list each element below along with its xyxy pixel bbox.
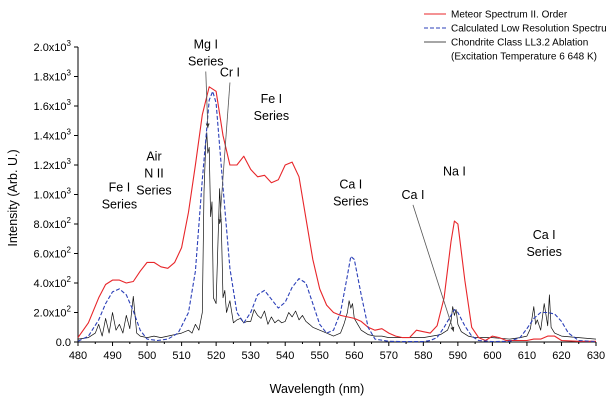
series-line-2 bbox=[77, 132, 597, 340]
y-tick-label: 2.0x102 bbox=[34, 305, 72, 320]
y-tick-label: 1.2x103 bbox=[34, 157, 72, 172]
x-tick-label: 580 bbox=[414, 350, 432, 362]
x-tick-label: 510 bbox=[172, 350, 190, 362]
x-tick-label: 530 bbox=[241, 350, 259, 362]
series-line-0 bbox=[77, 86, 596, 342]
x-axis-ticks: 480 490 500 510 520 530 540 550 560 570 580 590 600 6… bbox=[69, 342, 605, 362]
annotation-arrowhead bbox=[217, 219, 222, 224]
x-tick-label: 610 bbox=[518, 350, 536, 362]
annotation-label: Air N II Series bbox=[136, 150, 171, 198]
x-tick-label: 630 bbox=[587, 350, 605, 362]
x-tick-label: 540 bbox=[276, 350, 294, 362]
y-tick-label: 2.0x103 bbox=[34, 39, 72, 54]
y-tick-label: 1.8x103 bbox=[34, 69, 72, 84]
legend-label: Chondrite Class LL3.2 Ablation bbox=[451, 38, 588, 49]
x-axis-title: Wavelength (nm) bbox=[270, 382, 365, 396]
x-tick-label: 550 bbox=[311, 350, 329, 362]
y-tick-label: 1.0x103 bbox=[34, 187, 72, 202]
legend-note: (Excitation Temperature 6 648 K) bbox=[451, 52, 597, 63]
y-tick-label: 1.6x103 bbox=[34, 98, 72, 113]
annotation-label: Ca I Series bbox=[333, 178, 368, 209]
y-tick-label: 6.0x102 bbox=[34, 246, 72, 261]
y-axis-ticks: 0.0 2.0x102 4.0x102 6.0x102 8.0x102 1.0x103 1.… bbox=[34, 39, 78, 349]
y-axis-title: Intensity (Arb. U.) bbox=[6, 149, 20, 246]
annotation-arrow bbox=[205, 71, 209, 129]
y-tick-label: 4.0x102 bbox=[34, 275, 72, 290]
annotation-label: Mg I Series bbox=[188, 37, 223, 68]
y-tick-label: 8.0x102 bbox=[34, 216, 72, 231]
x-tick-label: 490 bbox=[103, 350, 121, 362]
annotation-arrowhead bbox=[205, 123, 210, 129]
annotation-arrow bbox=[412, 204, 455, 332]
annotation-label: Fe I Series bbox=[102, 181, 137, 212]
x-tick-label: 520 bbox=[207, 350, 225, 362]
legend-label: Meteor Spectrum II. Order bbox=[451, 10, 568, 21]
x-tick-label: 560 bbox=[345, 350, 363, 362]
x-tick-label: 600 bbox=[483, 350, 501, 362]
annotation-label: Cr I bbox=[220, 66, 240, 80]
legend-label: Calculated Low Resolution Spectrum bbox=[451, 24, 607, 35]
x-tick-label: 480 bbox=[69, 350, 87, 362]
x-tick-label: 620 bbox=[552, 350, 570, 362]
annotation-label: Ca I bbox=[402, 188, 425, 202]
x-tick-label: 500 bbox=[138, 350, 156, 362]
annotation-arrowhead bbox=[450, 326, 455, 332]
y-tick-label: 0.0 bbox=[56, 337, 71, 349]
series-line-1 bbox=[77, 90, 597, 343]
annotation-label: Na I bbox=[443, 164, 466, 178]
annotation-arrow bbox=[219, 82, 231, 225]
annotation-label: Fe I Series bbox=[254, 92, 289, 123]
series-layer bbox=[77, 86, 597, 343]
legend: Meteor Spectrum II. Order Calculated Low … bbox=[424, 10, 607, 63]
x-tick-label: 570 bbox=[380, 350, 398, 362]
annotation-label: Ca I Series bbox=[526, 228, 561, 259]
x-tick-label: 590 bbox=[449, 350, 467, 362]
y-tick-label: 1.4x103 bbox=[34, 128, 72, 143]
